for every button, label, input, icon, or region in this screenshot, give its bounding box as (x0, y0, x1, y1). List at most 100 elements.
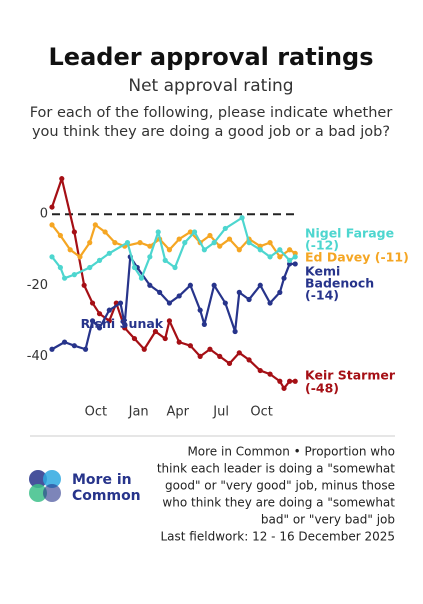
data-point (176, 293, 182, 299)
data-point (152, 328, 159, 335)
data-point (246, 296, 252, 303)
data-point (201, 247, 207, 253)
data-point (82, 346, 89, 352)
series-label: Keir Starmer (305, 368, 396, 383)
chart-subtitle: Net approval rating (128, 76, 293, 96)
data-point (236, 289, 242, 295)
data-point (124, 240, 131, 246)
data-point (106, 318, 112, 324)
data-point (81, 282, 87, 288)
data-point (59, 176, 65, 182)
data-point (89, 318, 96, 324)
data-point (211, 282, 217, 288)
data-point (257, 282, 263, 288)
data-point (232, 328, 238, 335)
logo (29, 470, 61, 502)
logo-text: Common (72, 488, 141, 504)
data-point (49, 204, 55, 210)
x-tick-label: Oct (85, 405, 107, 420)
data-point (267, 240, 273, 246)
data-point (138, 275, 145, 281)
data-point (176, 339, 182, 345)
x-tick-label: Oct (250, 405, 272, 420)
series-label: Nigel Farage (305, 226, 394, 241)
data-point (77, 254, 83, 260)
question: you think they are doing a good job or a… (32, 124, 390, 140)
data-point (131, 335, 138, 342)
data-point (226, 236, 233, 242)
data-point (71, 229, 77, 235)
data-point (217, 243, 223, 249)
data-point (239, 215, 245, 221)
data-point (87, 240, 93, 246)
question: For each of the following, please indica… (30, 105, 393, 121)
data-point (49, 222, 55, 228)
data-point (287, 378, 293, 384)
data-point (137, 240, 143, 246)
series-label: Kemi (305, 264, 340, 279)
data-point (226, 360, 233, 367)
data-point (112, 240, 118, 246)
data-point (96, 257, 103, 263)
x-tick-label: Apr (167, 405, 190, 420)
data-point (155, 229, 161, 235)
data-point (96, 325, 103, 331)
data-point (157, 289, 163, 295)
data-point (49, 254, 55, 260)
data-point (106, 250, 112, 256)
footer-note: More in Common • Proportion who (187, 445, 395, 459)
data-point (292, 378, 298, 384)
data-point (267, 300, 273, 306)
data-point (292, 250, 298, 256)
footer-note: think each leader is doing a "somewhat (157, 462, 395, 476)
series-label: Badenoch (305, 276, 374, 291)
data-point (222, 225, 228, 232)
data-point (187, 282, 193, 288)
data-point (236, 247, 242, 253)
data-point (287, 257, 293, 263)
data-point (61, 339, 68, 345)
footer-note: who think they are doing a "somewhat (162, 496, 395, 510)
data-point (147, 254, 153, 260)
footer-note: Last fieldwork: 12 - 16 December 2025 (161, 530, 396, 544)
data-point (257, 367, 263, 374)
data-point (166, 247, 173, 253)
data-point (162, 257, 168, 263)
y-tick-label: -40 (27, 349, 48, 364)
data-point (166, 300, 173, 306)
data-point (197, 307, 203, 313)
data-point (61, 275, 68, 281)
data-point (57, 232, 63, 239)
data-point (87, 264, 93, 271)
data-point (96, 311, 103, 317)
data-point (166, 318, 173, 324)
data-point (106, 307, 112, 313)
y-tick-label: -20 (27, 278, 48, 293)
series-label: (-12) (305, 238, 339, 253)
x-tick-label: Jan (128, 405, 149, 420)
data-point (267, 254, 273, 260)
footer-note: bad" or "very bad" job (261, 513, 395, 527)
data-point (187, 343, 193, 349)
x-tick-label: Jul (212, 405, 229, 420)
data-point (207, 232, 213, 239)
data-point (207, 346, 213, 352)
data-point (201, 321, 207, 327)
data-point (122, 325, 128, 331)
data-point (122, 321, 128, 327)
data-point (162, 335, 168, 342)
data-point (277, 378, 283, 384)
data-point (281, 275, 287, 281)
series-label: (-14) (305, 288, 339, 303)
data-point (147, 282, 153, 288)
y-tick-label: 0 (40, 207, 48, 222)
annotation: Rishi Sunak (81, 316, 164, 331)
data-point (71, 343, 77, 349)
data-point (176, 236, 182, 242)
data-point (57, 264, 63, 271)
data-point (287, 247, 293, 253)
data-point (172, 264, 178, 271)
data-point (211, 240, 217, 246)
data-point (246, 357, 252, 363)
